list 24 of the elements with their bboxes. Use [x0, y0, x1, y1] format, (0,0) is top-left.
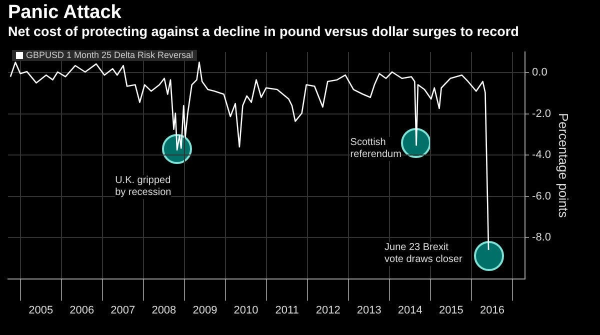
annotation: June 23 Brexit vote draws closer — [384, 242, 462, 266]
x-tick-label: 2007 — [110, 304, 136, 316]
y-axis-title: Percentage points — [556, 112, 572, 218]
y-tick-label: -8.0 — [532, 232, 552, 244]
chart-subtitle: Net cost of protecting against a decline in pound versus dollar surges to record — [8, 24, 519, 39]
x-tick-label: 2008 — [152, 304, 176, 316]
x-tick-label: 2014 — [398, 304, 422, 316]
x-tick-label: 2010 — [234, 304, 258, 316]
x-tick-label: 2012 — [316, 304, 340, 316]
x-tick-label: 2005 — [28, 304, 54, 316]
y-tick-label: 0.0 — [532, 66, 548, 79]
chart-title: Panic Attack — [8, 2, 122, 24]
y-tick-label: -2.0 — [532, 108, 552, 120]
legend-label: GBPUSD 1 Month 25 Delta Risk Reversal — [26, 50, 194, 61]
y-tick-label: -6.0 — [532, 190, 552, 202]
annotation: Scottish referendum — [350, 136, 402, 161]
x-tick-label: 2013 — [356, 304, 382, 316]
x-tick-label: 2011 — [275, 304, 299, 316]
x-tick-label: 2006 — [70, 304, 94, 316]
x-tick-label: 2016 — [480, 304, 504, 316]
annotation: U.K. gripped by recession — [115, 174, 172, 199]
x-tick-label: 2015 — [438, 304, 464, 316]
x-tick-label: 2009 — [192, 304, 218, 316]
y-tick-label: -4.0 — [532, 149, 552, 162]
